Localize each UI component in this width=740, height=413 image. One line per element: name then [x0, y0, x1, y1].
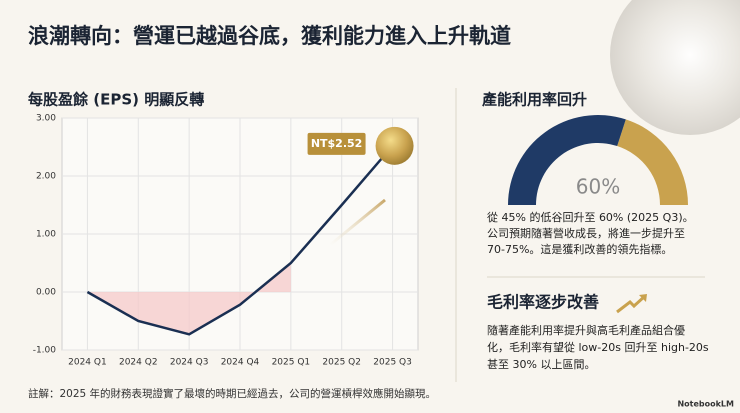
y-tick-label: 3.00 [36, 114, 56, 124]
trend-arrow [329, 198, 386, 247]
x-tick-label: 2024 Q3 [170, 358, 209, 368]
section-title: 毛利率逐步改善 [487, 293, 599, 312]
y-tick-label: -1.00 [33, 346, 57, 356]
trend-icon [616, 294, 647, 314]
decor-circle [610, 0, 740, 135]
page-title: 浪潮轉向：營運已越過谷底，獲利能力進入上升軌道 [28, 24, 511, 48]
x-tick-label: 2024 Q2 [119, 358, 158, 368]
x-tick-label: 2024 Q1 [68, 358, 107, 368]
x-tick-label: 2025 Q1 [272, 358, 311, 368]
x-tick-label: 2025 Q3 [373, 358, 412, 368]
gauge-value [508, 114, 626, 205]
gauge-title: 產能利用率回升 [481, 91, 587, 109]
value-label-box [307, 132, 366, 155]
gauge-remainder [617, 119, 688, 205]
gauge-text: 從 45% 的低谷回升至 60% (2025 Q3)。 [487, 210, 694, 224]
gauge-text: 70-75%。這是獲利改善的領先指標。 [487, 242, 672, 256]
highlight-point [375, 126, 414, 165]
chart-title: 每股盈餘 (EPS) 明顯反轉 [28, 91, 204, 109]
y-tick-label: 0.00 [36, 288, 56, 298]
trend-icon-head [639, 294, 647, 302]
x-tick-label: 2025 Q2 [322, 358, 361, 368]
brand: NotebookLM [677, 400, 734, 409]
x-tick-label: 2024 Q4 [221, 358, 260, 368]
value-label: NT$2.52 [311, 137, 363, 150]
section-text: 甚至 30% 以上區間。 [487, 358, 595, 371]
gauge-text: 公司預期隨著營收成長，將進一步提升至 [487, 226, 685, 240]
y-tick-label: 2.00 [36, 172, 56, 182]
section-text: 隨著產能利用率提升與高毛利產品組合優 [487, 323, 685, 337]
gauge-label: 60% [576, 175, 620, 199]
section-text: 化，毛利率有望從 low-20s 回升至 high-20s [487, 340, 709, 354]
shaded-area [87, 263, 291, 335]
eps-line [86, 145, 394, 336]
y-tick-label: 1.00 [36, 230, 56, 240]
footnote: 註解：2025 年的財務表現證實了最壞的時期已經過去，公司的營運槓桿效應開始顯現… [28, 387, 436, 400]
